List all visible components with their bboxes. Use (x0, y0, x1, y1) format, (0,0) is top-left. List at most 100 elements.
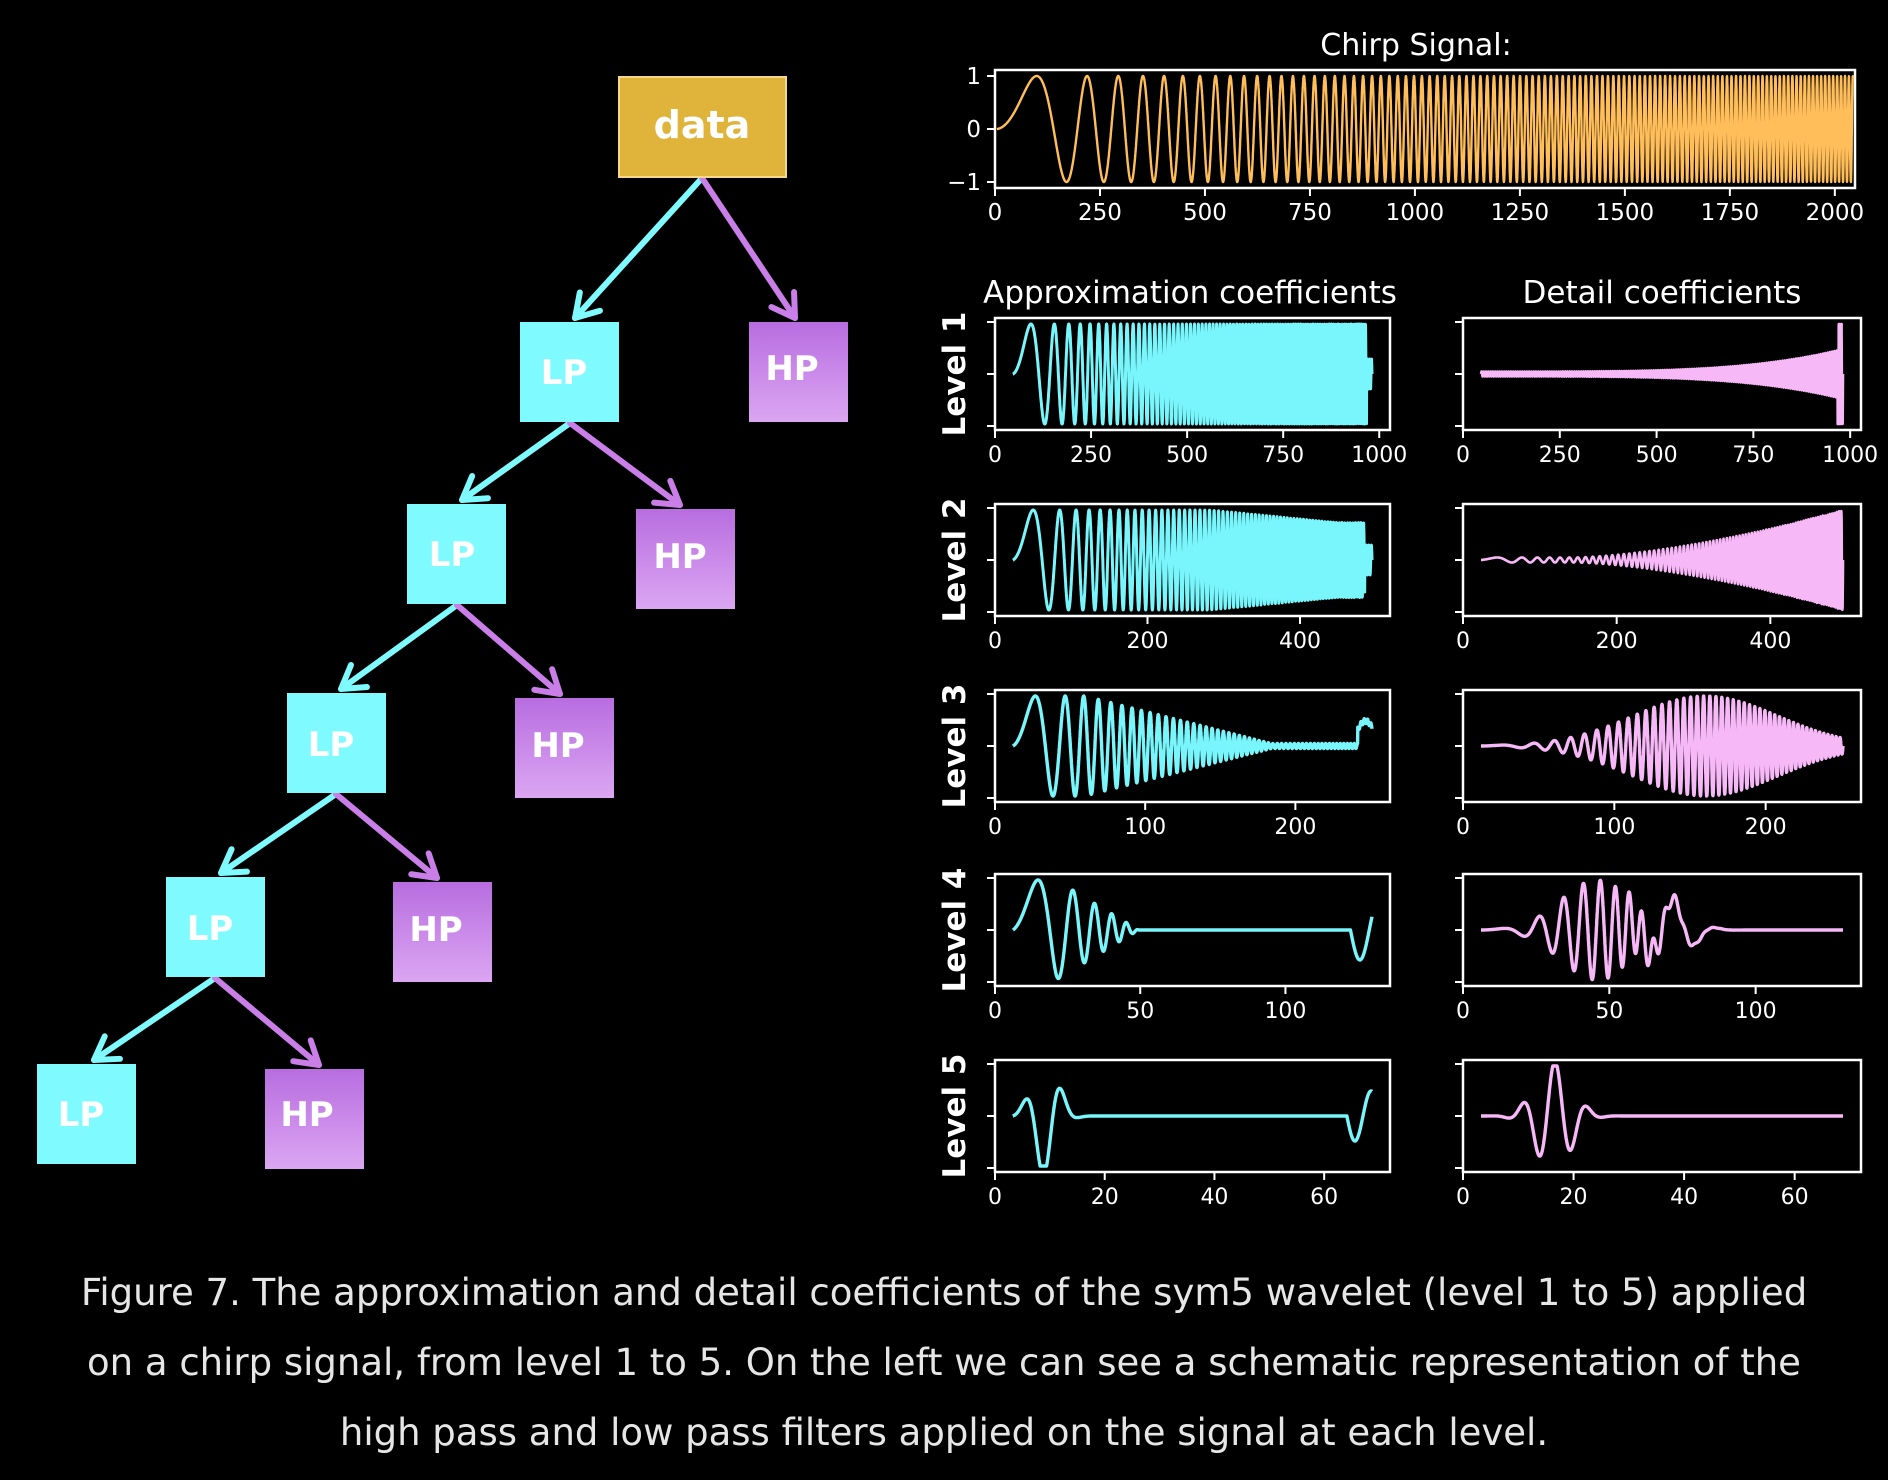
x-tick-label: 0 (988, 815, 1002, 840)
lp-node-level-3: LP (287, 693, 386, 793)
x-tick-label: 750 (1262, 443, 1304, 468)
hp-node-level-1: HP (749, 322, 848, 422)
x-tick-label: 500 (1166, 443, 1208, 468)
hp-arrow (699, 175, 798, 321)
x-tick-label: 400 (1279, 629, 1321, 654)
hp-label: HP (765, 349, 818, 389)
x-tick-label: 0 (988, 1185, 1002, 1210)
detail-line (1479, 509, 1845, 612)
x-tick-label: 0 (988, 999, 1002, 1024)
x-tick-label: 1250 (1491, 200, 1550, 226)
lp-node-level-1: LP (520, 322, 619, 422)
hp-arrow (454, 602, 563, 697)
hp-node-level-3: HP (515, 698, 614, 798)
wavelet-plots: Chirp Signal: Approximation coefficients… (937, 28, 1878, 1210)
lp-arrow (572, 175, 705, 321)
x-tick-label: 500 (1183, 200, 1227, 226)
x-tick-label: 100 (1735, 999, 1777, 1024)
y-tick-label: 0 (966, 117, 981, 143)
x-tick-label: 1000 (1386, 200, 1445, 226)
lp-node-level-5: LP (37, 1064, 136, 1164)
detail-plot-level-3: 0 100 200 (1455, 688, 1863, 840)
hp-label: HP (531, 726, 584, 766)
lp-label: LP (429, 535, 476, 575)
approx-plot-level-1: 0 250 500 750 1000 Level 1 (937, 312, 1407, 469)
x-tick-label: 60 (1310, 1185, 1338, 1210)
x-tick-label: 0 (1456, 629, 1470, 654)
chirp-plot: 0 250 500 750 1000 1250 1500 1750 2000 1 0 −1 (947, 64, 1864, 226)
lp-label: LP (541, 353, 588, 393)
tree-edges (91, 175, 798, 1068)
x-tick-label: 200 (1274, 815, 1316, 840)
level-label: Level 5 (937, 1054, 973, 1179)
approx-title: Approximation coefficients (983, 275, 1397, 311)
x-tick-label: 200 (1596, 629, 1638, 654)
x-tick-label: 0 (988, 443, 1002, 468)
y-tick-label: −1 (947, 170, 981, 196)
x-tick-label: 20 (1560, 1185, 1588, 1210)
x-tick-label: 60 (1781, 1185, 1809, 1210)
hp-arrow (212, 975, 322, 1068)
lp-label: LP (187, 909, 234, 949)
x-tick-label: 200 (1127, 629, 1169, 654)
lp-arrow (338, 602, 460, 692)
level-label: Level 2 (937, 498, 973, 623)
data-node-label: data (654, 103, 751, 147)
hp-arrow (567, 420, 683, 508)
x-tick-label: 0 (1456, 815, 1470, 840)
x-tick-label: 40 (1670, 1185, 1698, 1210)
lp-node-level-4: LP (166, 877, 265, 977)
x-tick-label: 250 (1070, 443, 1112, 468)
data-node: data (618, 76, 787, 178)
lp-arrow (91, 975, 218, 1063)
x-tick-label: 100 (1264, 999, 1306, 1024)
hp-node-level-5: HP (265, 1069, 364, 1169)
approx-plot-level-5: 0 20 40 60 Level 5 (937, 1054, 1392, 1210)
level-label: Level 1 (937, 312, 973, 437)
lp-arrow (218, 791, 339, 876)
x-tick-label: 0 (988, 200, 1003, 226)
detail-plot-level-2: 0 200 400 (1455, 502, 1863, 654)
x-tick-label: 1000 (1351, 443, 1407, 468)
x-tick-label: 20 (1091, 1185, 1119, 1210)
lp-arrow (459, 420, 573, 503)
hp-label: HP (280, 1095, 333, 1135)
hp-label: HP (409, 910, 462, 950)
hp-node-level-4: HP (393, 882, 492, 982)
detail-line (1479, 878, 1845, 982)
x-tick-label: 1500 (1596, 200, 1655, 226)
x-tick-label: 1750 (1701, 200, 1760, 226)
detail-line (1479, 1064, 1845, 1158)
x-tick-label: 100 (1124, 815, 1166, 840)
detail-plot-level-5: 0 20 40 60 (1455, 1058, 1863, 1210)
x-tick-label: 2000 (1806, 200, 1865, 226)
approx-plot-level-2: 0 200 400 Level 2 (937, 498, 1392, 654)
approx-line (1011, 508, 1374, 612)
figure-caption: Figure 7. The approximation and detail c… (80, 1271, 1808, 1454)
detail-line (1479, 694, 1845, 798)
x-tick-label: 0 (1456, 1185, 1470, 1210)
level-label: Level 4 (937, 868, 973, 993)
lp-label: LP (58, 1095, 105, 1135)
x-tick-label: 1000 (1822, 443, 1878, 468)
detail-line (1479, 322, 1845, 426)
x-tick-label: 40 (1200, 1185, 1228, 1210)
x-tick-label: 500 (1636, 443, 1678, 468)
x-tick-label: 400 (1749, 629, 1791, 654)
tree-nodes: data LP HP LP HP LP HP LP (37, 76, 848, 1169)
approx-plot-level-3: 0 100 200 Level 3 (937, 684, 1392, 840)
x-tick-label: 750 (1288, 200, 1332, 226)
filter-bank-diagram: data LP HP LP HP LP HP LP (37, 76, 848, 1169)
chirp-title: Chirp Signal: (1320, 28, 1511, 63)
x-tick-label: 50 (1126, 999, 1154, 1024)
approx-line (1011, 694, 1374, 798)
approx-plot-level-4: 0 50 100 Level 4 (937, 868, 1392, 1024)
x-tick-label: 50 (1595, 999, 1623, 1024)
lp-node-level-2: LP (407, 504, 506, 604)
approx-line (1011, 322, 1374, 426)
x-tick-label: 100 (1593, 815, 1635, 840)
hp-arrow (333, 791, 440, 881)
x-tick-label: 250 (1539, 443, 1581, 468)
hp-label: HP (653, 537, 706, 577)
